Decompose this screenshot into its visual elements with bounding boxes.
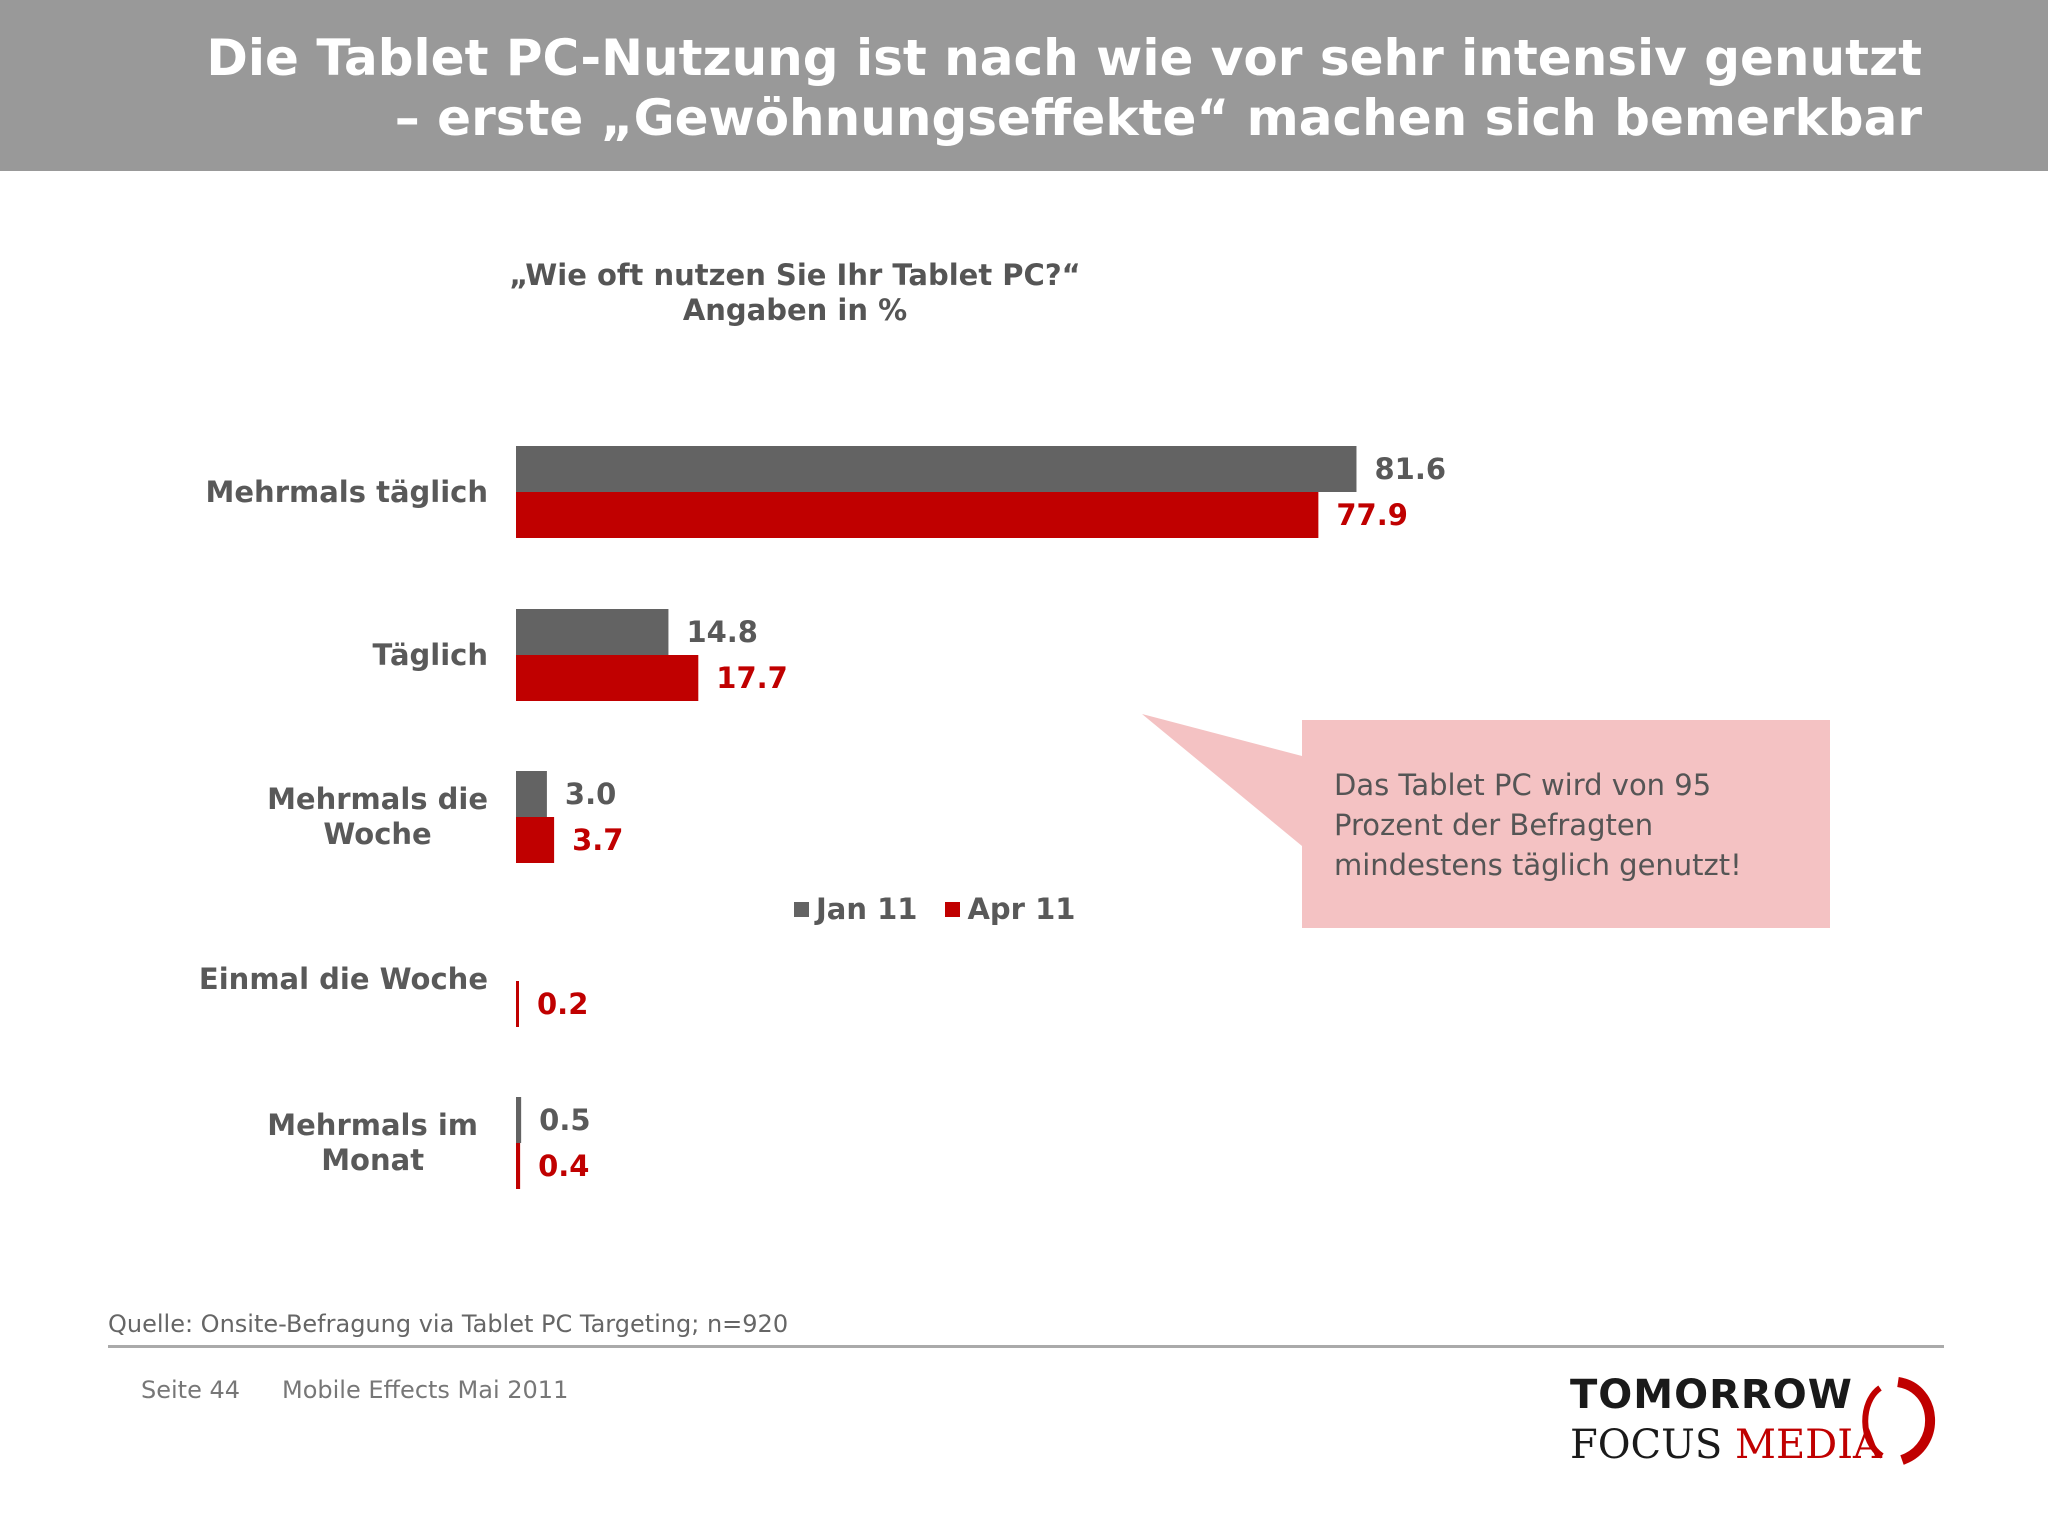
page-number: Seite 44 — [141, 1376, 241, 1404]
data-label-jan-4: 0.5 — [539, 1103, 590, 1137]
logo-word-media: MEDIA — [1734, 1422, 1882, 1468]
bar-apr-0 — [516, 492, 1319, 538]
bar-jan-0 — [516, 446, 1357, 492]
company-logo: TOMORROW FOCUS MEDIA — [1568, 1372, 1948, 1472]
footer-info: Mobile Effects Mai 2011 — [282, 1376, 569, 1404]
data-label-jan-0: 81.6 — [1374, 452, 1446, 486]
header-bar: Die Tablet PC-Nutzung ist nach wie vor s… — [0, 0, 2048, 171]
legend-label-apr: Apr 11 — [967, 892, 1076, 926]
chart-unit: Angaben in % — [682, 293, 908, 327]
callout-pointer — [1142, 714, 1302, 846]
bar-apr-4 — [516, 1143, 521, 1189]
category-label-2-line-1: Woche — [323, 817, 432, 851]
category-label-4-line-0: Mehrmals im — [267, 1108, 478, 1142]
logo-word-focus: FOCUS — [1570, 1422, 1723, 1468]
bar-apr-3 — [516, 981, 519, 1027]
legend-item-apr: Apr 11 — [945, 892, 1075, 926]
callout-line-1: Das Tablet PC wird von 95 — [1334, 768, 1712, 802]
category-label-4-line-1: Monat — [321, 1143, 425, 1177]
callout-line-2: Prozent der Befragten — [1334, 808, 1654, 842]
bar-apr-1 — [516, 655, 699, 701]
data-label-apr-3: 0.2 — [537, 987, 588, 1021]
logo-ring-icon — [1862, 1377, 1935, 1465]
legend-swatch-jan — [794, 901, 809, 917]
data-label-apr-4: 0.4 — [538, 1149, 589, 1183]
bar-chart: 81.6 14.8 3.0 0.5 77.9 17.7 3.7 0.2 0.4 — [516, 446, 1830, 1189]
data-label-apr-0: 77.9 — [1336, 498, 1408, 532]
page-title-line-2: – erste „Gewöhnungseffekte“ machen sich … — [394, 89, 1922, 147]
bar-jan-1 — [516, 609, 669, 655]
bar-jan-4 — [516, 1097, 522, 1143]
callout-line-3: mindestens täglich genutzt! — [1334, 848, 1742, 882]
legend-label-jan: Jan 11 — [816, 892, 918, 926]
logo-line-2: FOCUS MEDIA — [1570, 1422, 1882, 1468]
category-label-2-line-0: Mehrmals die — [267, 782, 488, 816]
legend-item-jan: Jan 11 — [794, 892, 917, 926]
chart-question: „Wie oft nutzen Sie Ihr Tablet PC?“ — [509, 258, 1081, 292]
category-label-1-line-0: Täglich — [372, 637, 488, 672]
bar-jan-2 — [516, 771, 547, 817]
chart-subtitle: „Wie oft nutzen Sie Ihr Tablet PC?“ Anga… — [420, 258, 1170, 328]
logo-line-1: TOMORROW — [1570, 1372, 1853, 1418]
source-note: Quelle: Onsite-Befragung via Tablet PC T… — [108, 1310, 789, 1338]
bar-apr-2 — [516, 817, 555, 863]
page-title-line-1: Die Tablet PC-Nutzung ist nach wie vor s… — [206, 29, 1922, 87]
data-label-apr-1: 17.7 — [716, 661, 788, 695]
callout-box — [1302, 720, 1830, 928]
legend-swatch-apr — [945, 901, 961, 917]
data-label-apr-2: 3.7 — [572, 823, 623, 857]
category-label-4: Mehrmals im Monat — [267, 1108, 478, 1178]
category-label-3-line-0: Einmal die Woche — [198, 962, 488, 996]
category-label-2: Mehrmals die Woche — [267, 782, 488, 852]
category-label-1: Täglich — [372, 638, 488, 673]
footer-divider — [108, 1345, 1944, 1348]
category-label-0-line-0: Mehrmals täglich — [205, 474, 488, 509]
callout-text: Das Tablet PC wird von 95 Prozent der Be… — [1334, 765, 1794, 885]
chart-legend: Jan 11 Apr 11 — [794, 892, 1103, 926]
data-label-jan-2: 3.0 — [565, 777, 616, 811]
data-label-jan-1: 14.8 — [686, 615, 758, 649]
category-label-0: Mehrmals täglich — [206, 475, 488, 510]
category-label-3: Einmal die Woche — [199, 962, 488, 997]
